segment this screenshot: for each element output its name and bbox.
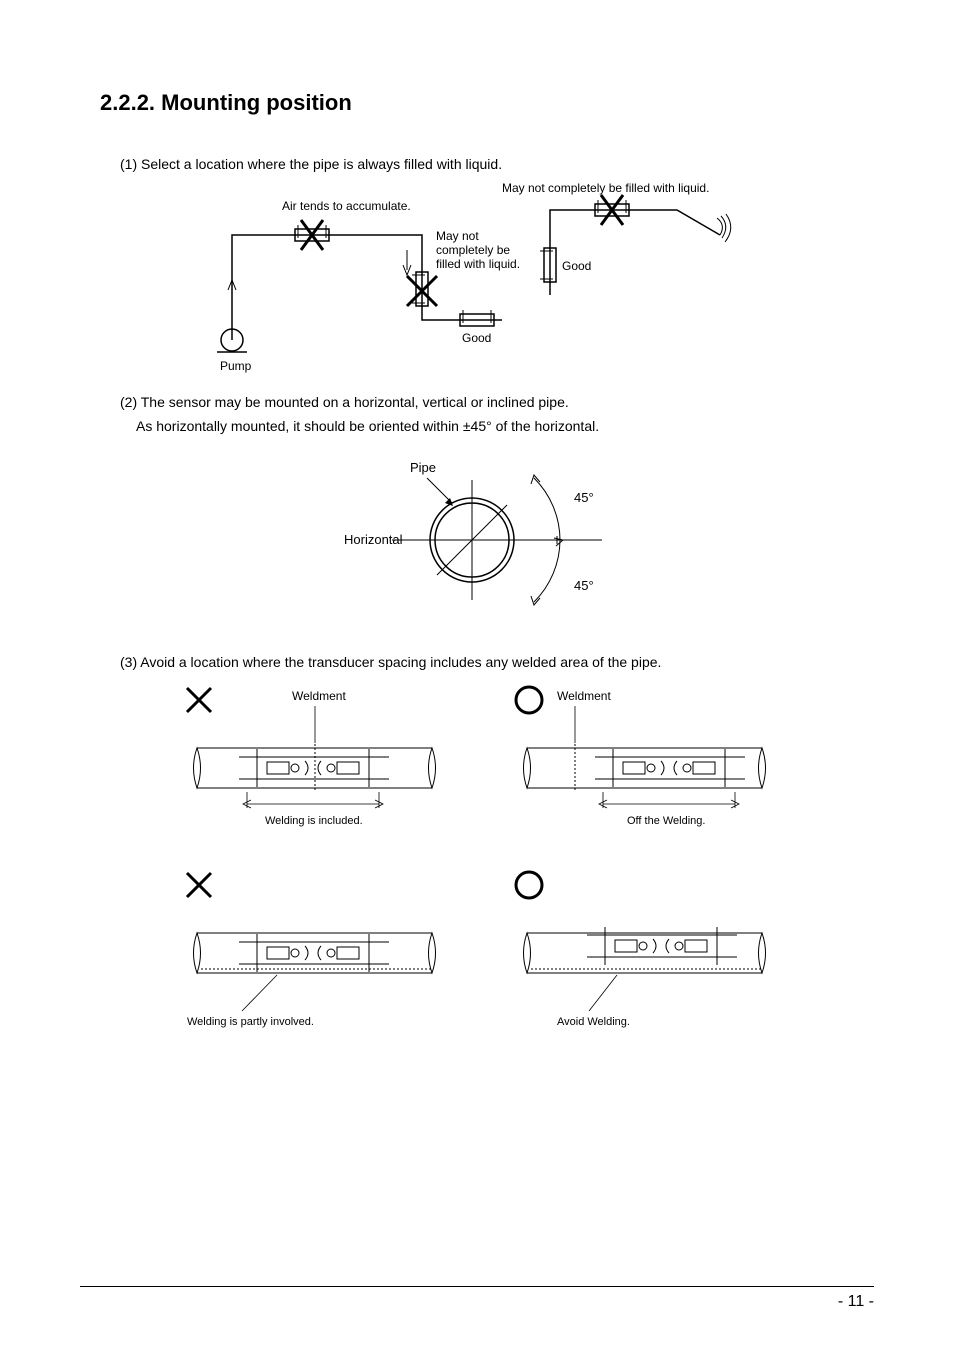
page-footer: - 11 - xyxy=(80,1286,874,1311)
fig2-label-angle-top: 45° xyxy=(574,490,594,505)
fig3-cap-avoid: Avoid Welding. xyxy=(557,1016,630,1028)
figure-cross-section: Pipe Horizontal 45° 45° xyxy=(302,440,662,640)
fig1-label-good-bottom: Good xyxy=(462,331,491,345)
bullet-2: (2) The sensor may be mounted on a horiz… xyxy=(120,394,874,410)
section-number: 2.2.2. xyxy=(100,90,155,115)
section-heading: 2.2.2. Mounting position xyxy=(100,90,874,116)
fig3-cap-partly: Welding is partly involved. xyxy=(187,1016,314,1028)
fig3-label-weldment-l: Weldment xyxy=(292,689,346,703)
figure-piping: Air tends to accumulate. Pump Good Good … xyxy=(202,180,762,380)
fig1-label-not-filled-l1: May not xyxy=(436,229,479,243)
page-number: - 11 - xyxy=(838,1293,874,1310)
fig2-label-pipe: Pipe xyxy=(410,460,436,475)
bullet-2-cont: As horizontally mounted, it should be or… xyxy=(136,418,874,434)
fig3-cap-off: Off the Welding. xyxy=(627,815,705,827)
bullet-3: (3) Avoid a location where the transduce… xyxy=(120,654,874,670)
fig1-label-air: Air tends to accumulate. xyxy=(282,199,411,213)
fig1-label-not-filled-l2: completely be xyxy=(436,243,510,257)
fig1-label-pump: Pump xyxy=(220,359,252,373)
fig1-label-good-right: Good xyxy=(562,259,591,273)
fig1-label-not-filled-top: May not completely be filled with liquid… xyxy=(502,181,709,195)
fig3-label-weldment-r: Weldment xyxy=(557,689,611,703)
figure-weld-examples: Weldment Welding is included. Weldment O… xyxy=(162,678,802,1048)
section-title-text: Mounting position xyxy=(161,90,352,115)
bullet-1: (1) Select a location where the pipe is … xyxy=(120,156,874,172)
fig3-cap-inc: Welding is included. xyxy=(265,815,363,827)
fig1-label-not-filled-l3: filled with liquid. xyxy=(436,257,520,271)
fig2-label-horizontal: Horizontal xyxy=(344,532,403,547)
fig2-label-angle-bot: 45° xyxy=(574,578,594,593)
